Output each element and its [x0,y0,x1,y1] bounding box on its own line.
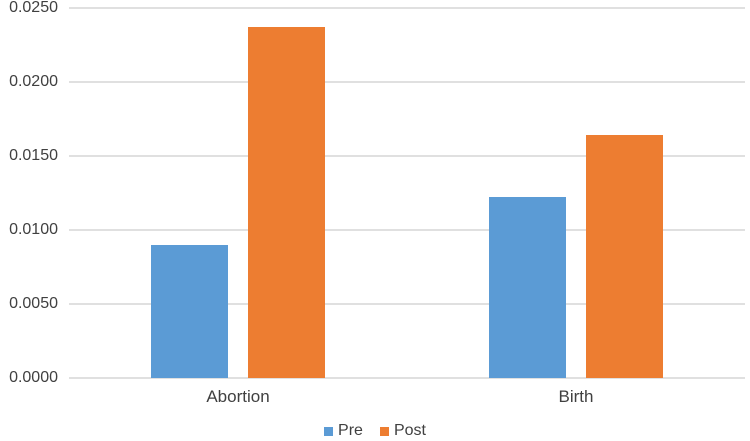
bar-post-birth [586,135,663,378]
x-axis-label-birth: Birth [558,387,594,406]
gridline [69,303,745,305]
gridline [69,81,745,83]
gridline [69,7,745,9]
y-axis-tick-label: 0.0100 [9,221,58,238]
legend-item-post: Post [379,422,426,440]
y-axis-tick-label: 0.0050 [9,295,58,312]
bar-pre-birth [489,197,566,378]
gridline [69,377,745,379]
bar-post-abortion [248,27,325,378]
legend: Pre Post [0,421,750,441]
y-axis-tick-label: 0.0000 [9,369,58,386]
x-axis-label-abortion: Abortion [206,387,270,406]
y-axis-tick-label: 0.0200 [9,73,58,90]
legend-label-post: Post [393,422,426,439]
y-axis-tick-label: 0.0250 [9,0,58,16]
y-axis-tick-label: 0.0150 [9,147,58,164]
gridline [69,229,745,231]
bar-pre-abortion [151,244,228,378]
gridline [69,155,745,157]
legend-swatch-pre-icon [324,426,334,436]
legend-item-pre: Pre [324,422,363,440]
legend-label-pre: Pre [338,422,363,439]
legend-swatch-post-icon [379,426,389,436]
